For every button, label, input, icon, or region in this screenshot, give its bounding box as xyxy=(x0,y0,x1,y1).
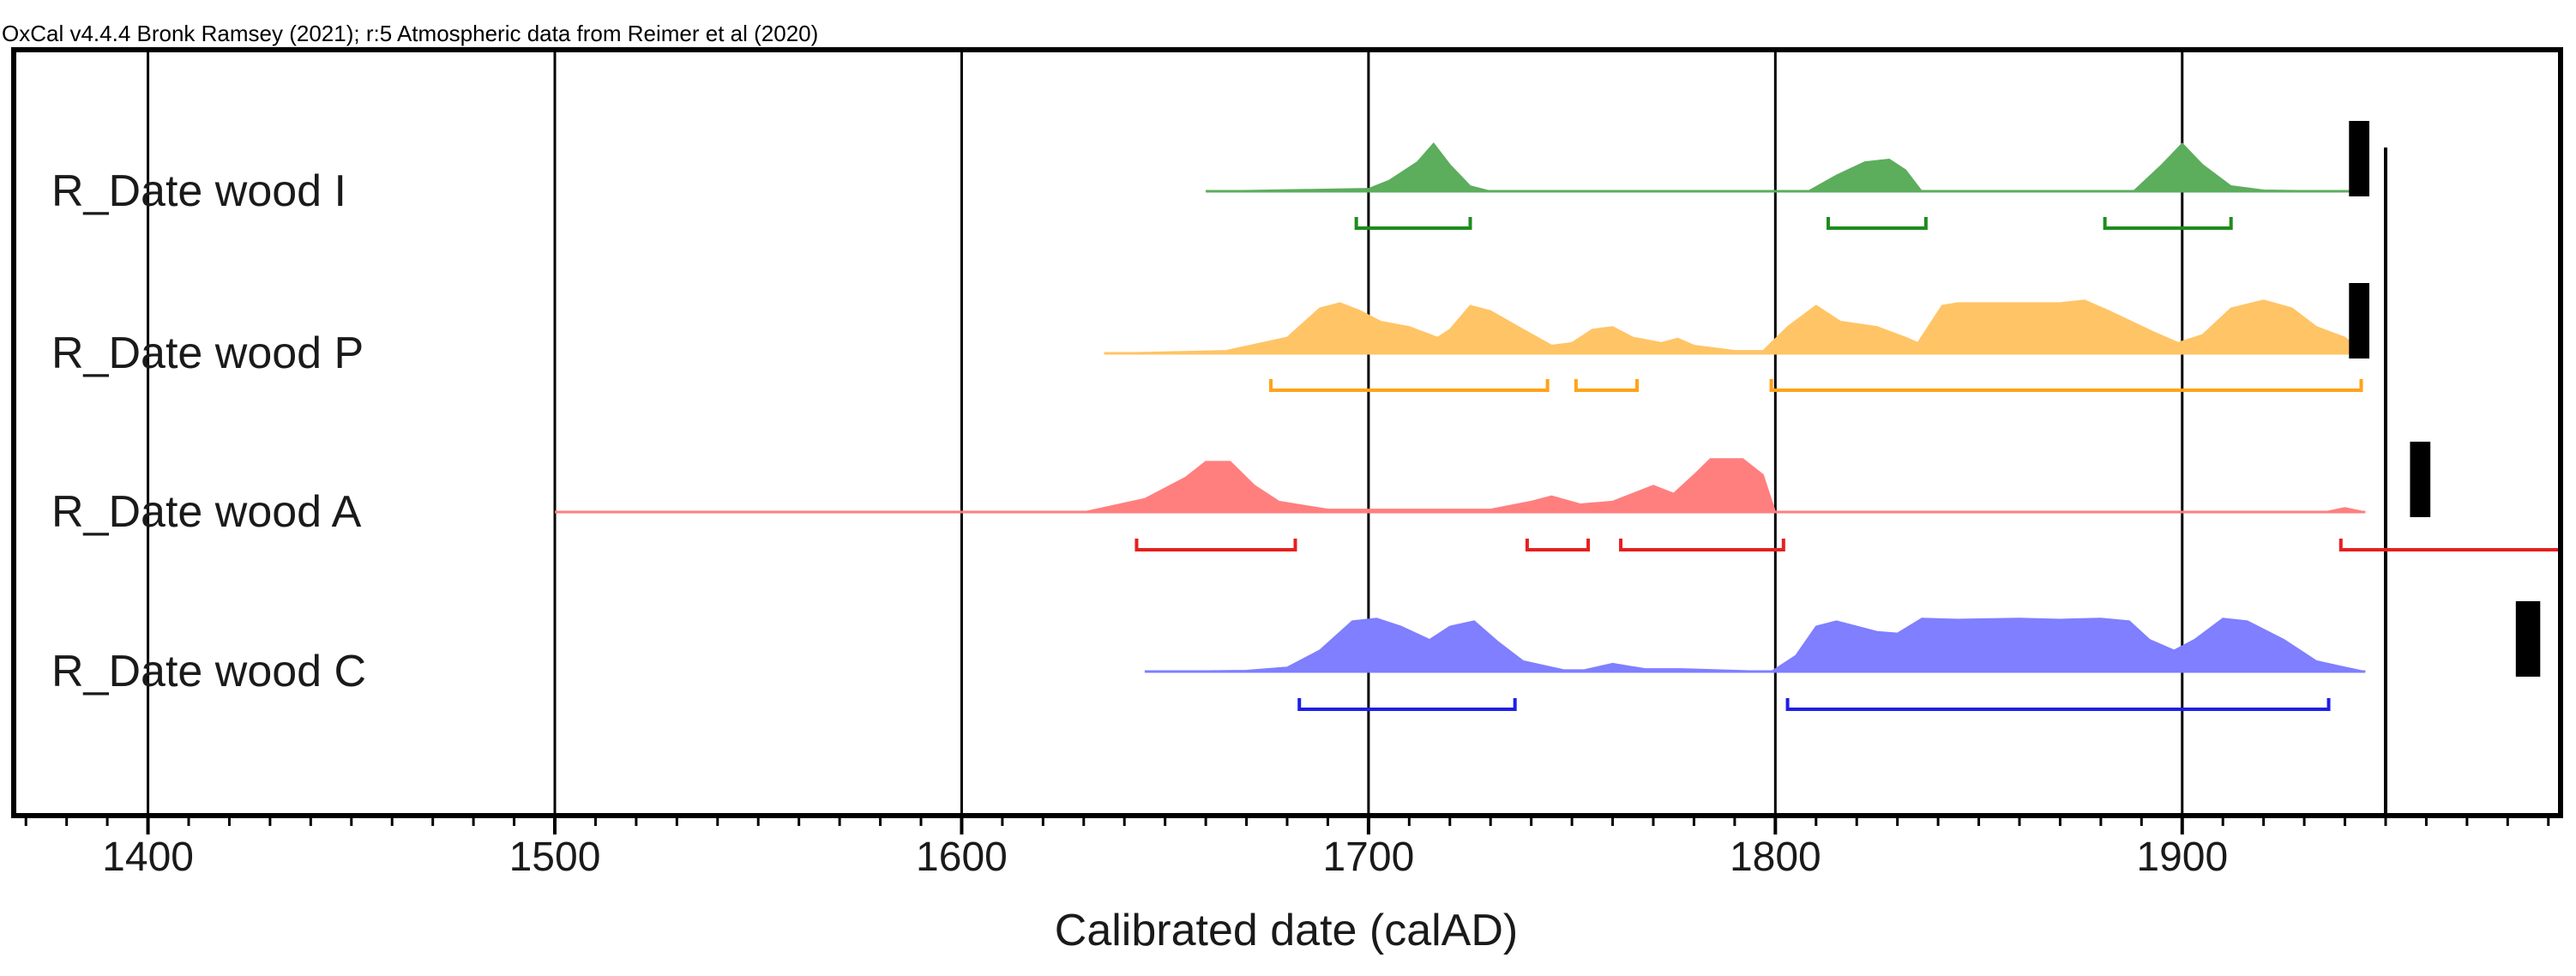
end-marker xyxy=(2515,601,2541,677)
series-r-date-wood-p: R_Date wood P xyxy=(51,283,2370,392)
x-tick-label: 1600 xyxy=(916,834,1008,880)
range-bracket xyxy=(1827,217,1928,230)
grid-lines xyxy=(147,50,2387,816)
x-tick-label: 1900 xyxy=(2136,834,2228,880)
range-bracket xyxy=(1769,379,2363,392)
range-bracket xyxy=(1785,698,2331,711)
x-axis: 1400 1500 1600 1700 1800 1900 xyxy=(24,816,2550,880)
series-label: R_Date wood I xyxy=(51,166,346,216)
series-label: R_Date wood P xyxy=(51,328,364,378)
x-tick-label: 1500 xyxy=(509,834,601,880)
range-bracket xyxy=(1135,539,1297,551)
range-bracket xyxy=(2103,217,2233,230)
series-label: R_Date wood A xyxy=(51,487,362,537)
series-r-date-wood-c: R_Date wood C xyxy=(51,601,2541,711)
series-group: R_Date wood I R_Date wood P R_Date wood A R… xyxy=(51,121,2561,711)
range-bracket xyxy=(1269,379,1550,392)
x-tick-label: 1800 xyxy=(1730,834,1821,880)
series-density-area xyxy=(1206,142,2366,192)
series-density-area xyxy=(555,458,2366,513)
series-r-date-wood-i: R_Date wood I xyxy=(51,121,2370,230)
range-bracket xyxy=(2338,539,2561,551)
series-r-date-wood-a: R_Date wood A xyxy=(51,442,2561,551)
x-tick-label: 1700 xyxy=(1322,834,1414,880)
series-label: R_Date wood C xyxy=(51,647,366,696)
header-caption: OxCal v4.4.4 Bronk Ramsey (2021); r:5 At… xyxy=(2,21,818,46)
end-marker xyxy=(2349,283,2370,358)
series-density-area xyxy=(1144,618,2366,672)
x-axis-label: Calibrated date (calAD) xyxy=(1055,906,1518,955)
end-marker xyxy=(2349,121,2370,196)
range-bracket xyxy=(1574,379,1640,392)
range-bracket xyxy=(1354,217,1472,230)
series-density-area xyxy=(1104,299,2368,354)
end-marker xyxy=(2410,442,2431,517)
x-tick-label: 1400 xyxy=(102,834,194,880)
range-bracket xyxy=(1525,539,1591,551)
range-bracket xyxy=(1619,539,1785,551)
range-bracket xyxy=(1297,698,1517,711)
